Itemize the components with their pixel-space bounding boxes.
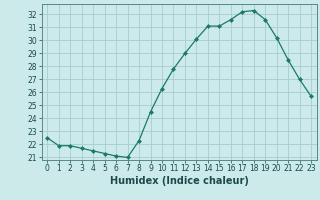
X-axis label: Humidex (Indice chaleur): Humidex (Indice chaleur) [110, 176, 249, 186]
